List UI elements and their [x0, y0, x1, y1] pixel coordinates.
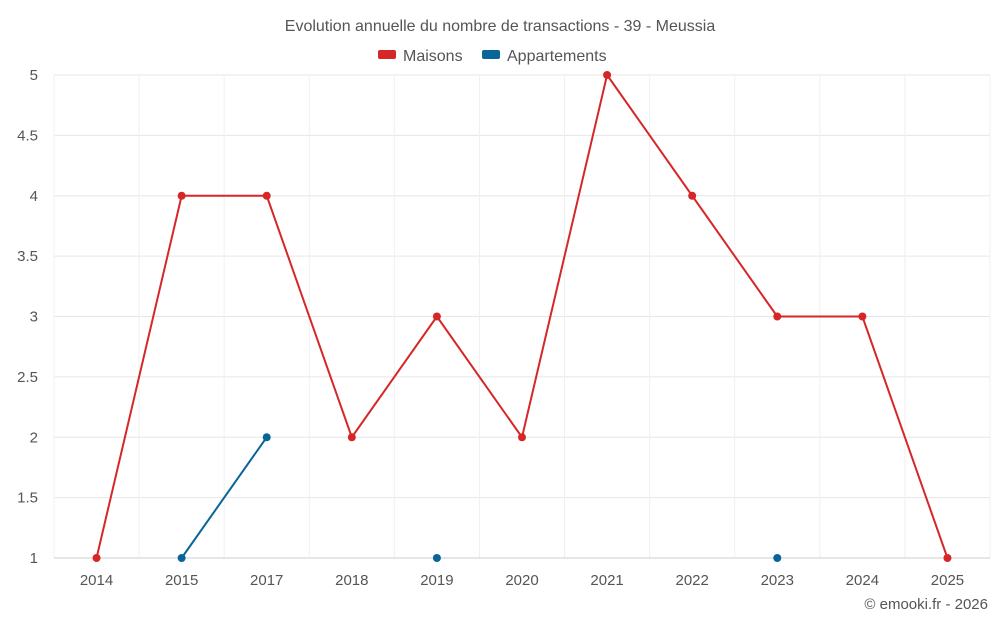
legend-label: Appartements	[507, 48, 607, 65]
y-tick-label: 4.5	[17, 127, 38, 144]
y-tick-label: 1	[30, 550, 38, 567]
x-tick-label: 2024	[846, 572, 879, 589]
data-point	[943, 554, 952, 562]
legend-item-appartements: Appartements	[482, 48, 607, 65]
y-tick-label: 5	[30, 67, 38, 84]
legend-label: Maisons	[403, 48, 463, 65]
chart-title: Evolution annuelle du nombre de transact…	[285, 18, 716, 35]
series-line-appartements	[180, 436, 268, 559]
x-tick-label: 2017	[250, 572, 283, 589]
x-tick-label: 2022	[675, 572, 708, 589]
data-point	[177, 191, 186, 200]
y-axis: 1 1.5 2 2.5 3 3.5 4 4.5 5	[17, 67, 38, 567]
data-point	[262, 191, 271, 200]
x-tick-label: 2021	[590, 572, 623, 589]
data-point	[603, 71, 612, 79]
legend-item-maisons: Maisons	[378, 48, 463, 65]
data-point	[858, 312, 867, 321]
data-point	[262, 433, 271, 442]
data-point	[177, 554, 186, 562]
x-axis: 2014 2015 2017 2018 2019 2020 2021 2022 2023 2024…	[80, 572, 964, 589]
x-tick-label: 2019	[420, 572, 453, 589]
y-tick-label: 1.5	[17, 490, 38, 507]
data-point	[688, 191, 697, 200]
y-tick-label: 3	[30, 309, 38, 326]
data-point	[773, 554, 782, 562]
series-appartements	[177, 433, 782, 562]
data-point	[518, 433, 526, 442]
credit: © emooki.fr - 2026	[864, 596, 988, 613]
x-tick-label: 2015	[165, 572, 198, 589]
y-tick-label: 3.5	[17, 248, 38, 265]
y-tick-label: 2	[30, 429, 38, 446]
data-point	[773, 312, 782, 321]
x-tick-label: 2023	[761, 572, 794, 589]
y-tick-label: 4	[30, 188, 38, 205]
legend: Maisons Appartements	[378, 48, 607, 65]
data-point	[432, 554, 441, 562]
data-point	[92, 554, 101, 562]
y-tick-label: 2.5	[17, 369, 38, 386]
x-tick-label: 2018	[335, 572, 368, 589]
legend-swatch	[378, 50, 396, 59]
x-tick-label: 2014	[80, 572, 113, 589]
x-tick-label: 2025	[931, 572, 964, 589]
data-point	[432, 312, 441, 321]
data-point	[347, 433, 356, 442]
legend-swatch	[482, 50, 500, 59]
series-maisons	[92, 71, 952, 562]
series-layer	[92, 71, 952, 562]
x-tick-label: 2020	[505, 572, 538, 589]
